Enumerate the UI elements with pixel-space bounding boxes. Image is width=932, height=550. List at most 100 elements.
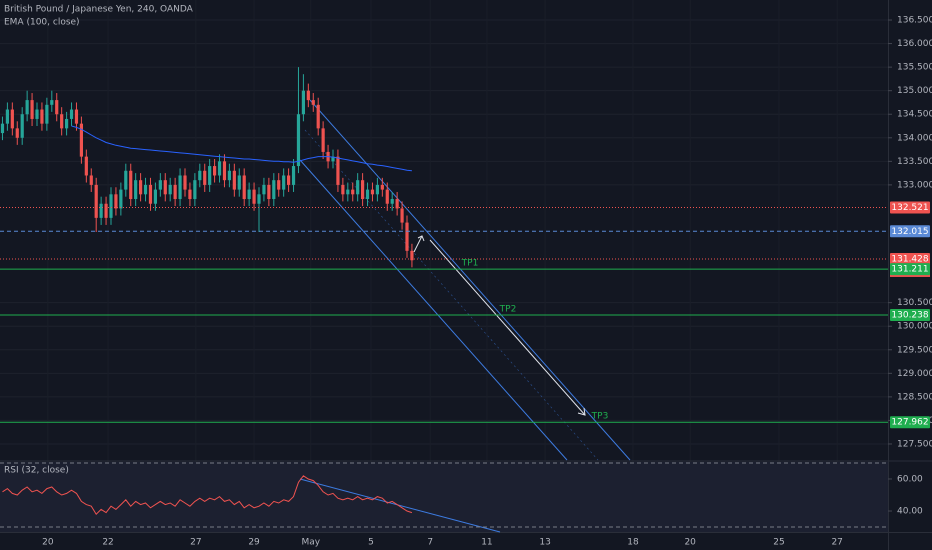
candle-body [282, 175, 286, 190]
arrow-up-head [417, 235, 425, 242]
y-tick-label: 135.000 [897, 86, 932, 96]
candle-body [365, 189, 370, 200]
candle-body [227, 170, 231, 181]
candle-body [232, 170, 236, 190]
price-level-label: 132.521 [891, 203, 928, 213]
candle-body [405, 222, 409, 251]
rsi-title: RSI (32, close) [4, 466, 69, 476]
channel-middle [304, 129, 599, 461]
candle-body [45, 104, 49, 124]
candle-body [213, 166, 217, 176]
candle-body [375, 184, 379, 195]
price-level-label: 131.428 [891, 254, 928, 264]
y-tick-label: 128.500 [897, 392, 932, 402]
rsi-pane [0, 462, 888, 532]
candle-body [0, 123, 5, 134]
y-tick-label: 60.00 [897, 474, 923, 484]
candle-body [143, 184, 148, 195]
candle-body [178, 175, 182, 200]
candle-body [272, 180, 276, 200]
arrow-up [413, 235, 423, 253]
y-tick-label: 136.500 [897, 16, 932, 26]
candle-body [84, 156, 88, 176]
y-tick-label: 136.000 [897, 39, 932, 49]
candle-body [395, 199, 399, 209]
candle-body [134, 180, 138, 200]
x-tick-label: 25 [773, 538, 784, 548]
candle-body [10, 109, 14, 129]
candle-body [306, 90, 310, 101]
candle-body [203, 170, 207, 185]
ema-line [71, 125, 412, 172]
candle-body [163, 180, 167, 195]
candle-body [99, 203, 103, 218]
arrow-down-head [577, 407, 586, 416]
candle-body [139, 180, 143, 195]
x-tick-label: 29 [248, 538, 260, 548]
y-tick-label: 133.000 [897, 180, 932, 190]
y-tick-label: 127.500 [897, 439, 932, 449]
target-label: TP2 [499, 305, 517, 315]
candle-body [40, 109, 44, 124]
candle-body [173, 184, 177, 200]
candle-body [291, 166, 296, 185]
candle-body [217, 161, 222, 176]
marks [0, 67, 414, 268]
candle-body [94, 184, 98, 218]
price-level-box [890, 201, 930, 214]
candle-body [168, 184, 172, 195]
price-level-label: 127.962 [891, 418, 928, 428]
x-tick-label: 5 [368, 538, 374, 548]
y-tick-label: 130.000 [897, 322, 932, 332]
candle-body [15, 128, 19, 138]
candle-body [331, 156, 335, 162]
price-level-box [890, 416, 930, 429]
price-level-box [890, 252, 930, 265]
candle-body [114, 194, 118, 209]
candle-body [89, 175, 93, 185]
candle-body [385, 189, 389, 204]
candle-body [148, 184, 153, 204]
candle-body [400, 208, 404, 223]
candle-body [390, 199, 394, 204]
y-tick-label: 129.500 [897, 345, 932, 355]
candle-body [341, 184, 345, 195]
candle-body [380, 184, 384, 190]
candle-body [346, 189, 350, 195]
x-tick-label: May [301, 538, 320, 548]
candle-body [20, 114, 24, 138]
y-tick-label: 129.000 [897, 369, 932, 379]
rsi-trendline [299, 478, 501, 533]
candle-body [208, 166, 212, 185]
candle-body [30, 100, 34, 119]
candle-body [55, 100, 59, 115]
x-tick-label: 11 [481, 538, 492, 548]
candle-body [262, 184, 266, 195]
price-level-box [890, 225, 930, 238]
candle-body [109, 194, 113, 218]
price-level-label: 132.015 [891, 227, 928, 237]
candle-body [153, 189, 157, 204]
candle-body [267, 184, 271, 200]
candle-body [242, 175, 246, 200]
channel-upper [309, 99, 631, 461]
candle-body [25, 100, 29, 115]
channel-lower [299, 159, 568, 461]
candle-body [188, 189, 192, 200]
price-level-box [890, 309, 930, 322]
candle-body [361, 180, 365, 200]
candle-body [5, 109, 9, 124]
x-tick-label: 13 [539, 538, 550, 548]
x-tick-label: 22 [102, 538, 113, 548]
candle-body [247, 189, 251, 200]
candle-body [370, 189, 375, 195]
candle-body [79, 123, 83, 157]
candle-body [222, 161, 227, 181]
x-tick-label: 7 [427, 538, 433, 548]
indicator-label: EMA (100, close) [4, 18, 80, 28]
x-tick-label: 27 [190, 538, 201, 548]
candle-body [158, 180, 162, 190]
candle-body [104, 203, 108, 218]
